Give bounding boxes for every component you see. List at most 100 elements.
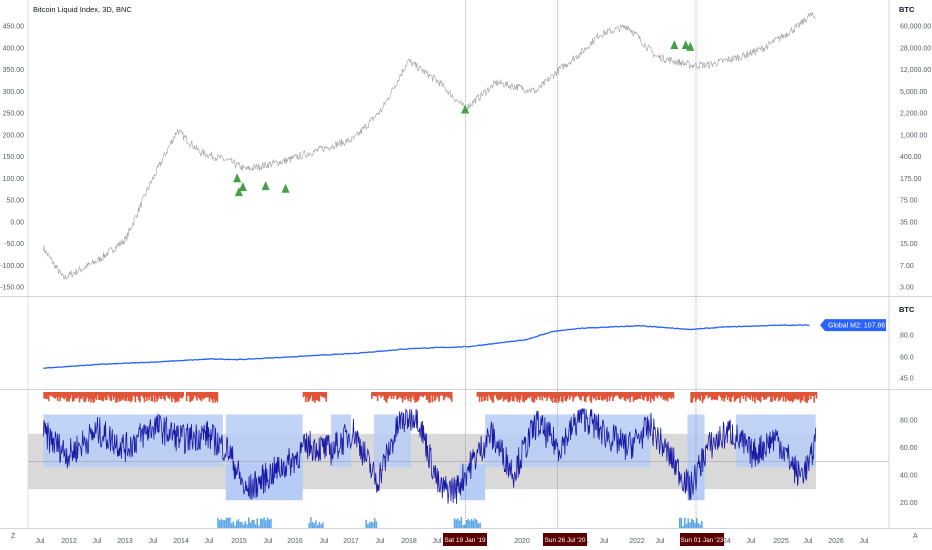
trend-strip-bar xyxy=(775,392,778,399)
trend-strip-bar xyxy=(782,392,785,402)
right-price-axis[interactable]: 60,000.00 28,000.00 12,000.00 5,000.00 2,200… xyxy=(900,24,931,292)
volume-bar xyxy=(244,521,247,528)
trend-strip-bar xyxy=(557,392,560,403)
trend-strip-bar xyxy=(126,392,129,398)
trend-strip-bar xyxy=(393,392,396,397)
trend-strip-bar xyxy=(666,392,669,402)
trend-strip-bar xyxy=(637,392,639,400)
date-highlight-label: Sat 19 Jan '19 xyxy=(444,537,486,544)
trend-strip-bar xyxy=(539,392,541,401)
trend-strip-bar xyxy=(87,392,90,402)
volume-bar xyxy=(455,519,457,528)
trend-strip-bar xyxy=(534,392,537,399)
trend-strip-bar xyxy=(519,392,522,400)
trend-strip-bar xyxy=(320,392,323,397)
trend-strip-bar xyxy=(414,392,417,403)
trend-strip-bar xyxy=(582,392,585,397)
volume-bar xyxy=(311,521,314,528)
volume-bar xyxy=(237,519,240,528)
trend-strip-bar xyxy=(568,392,571,400)
trend-strip-bar xyxy=(691,392,694,403)
trend-strip-bar xyxy=(395,392,397,396)
trend-strip-bar xyxy=(581,392,584,397)
volume-bar xyxy=(322,522,324,528)
trend-strip-bar xyxy=(124,392,126,401)
trend-strip-bar xyxy=(733,392,736,402)
trend-strip-bar xyxy=(171,392,173,402)
trend-strip-bar xyxy=(719,392,722,398)
trend-strip-bar xyxy=(445,392,447,396)
trend-strip-bar xyxy=(565,392,568,402)
trend-strip-bar xyxy=(753,392,755,398)
trend-strip-bar xyxy=(630,392,633,397)
trend-strip-bar xyxy=(621,392,623,398)
time-tick-label: Jul xyxy=(320,538,329,545)
trend-strip-bar xyxy=(155,392,157,397)
trend-strip-bar xyxy=(423,392,426,396)
volume-bar xyxy=(372,522,374,528)
timezone-corner[interactable]: Z xyxy=(11,533,16,540)
trend-strip-bar xyxy=(316,392,318,400)
trend-strip-bar xyxy=(665,392,668,400)
trend-strip-bar xyxy=(541,392,544,401)
trend-strip-bar xyxy=(152,392,155,396)
trend-strip-bar xyxy=(59,392,61,402)
time-axis[interactable]: Jul 2012 Jul 2013 Jul 2014 Jul 2015 Jul 2016 Jul 20… xyxy=(36,533,869,546)
left-tick-label: -100.00 xyxy=(0,263,24,270)
trend-strip-bar xyxy=(737,392,739,399)
trend-strip-bar xyxy=(599,392,602,397)
trend-strip-bar xyxy=(639,392,642,400)
auto-scale-button[interactable]: A xyxy=(913,533,918,540)
trend-strip-bar xyxy=(444,392,446,399)
left-tick-label: -50.00 xyxy=(4,241,24,248)
m2-line xyxy=(43,324,810,370)
trend-strip-bar xyxy=(759,392,762,403)
trend-strip-bar xyxy=(79,392,82,399)
buy-signal-marker xyxy=(281,183,290,193)
left-price-axis[interactable]: 450.00 400.00 350.00 300.00 250.00 200.00 150.… xyxy=(0,24,24,292)
trend-strip-bar xyxy=(206,392,208,398)
trend-strip-bar xyxy=(193,392,196,396)
trend-strip-bar xyxy=(597,392,599,400)
trend-strip-bar xyxy=(145,392,148,401)
trend-strip-bar xyxy=(508,392,511,403)
trend-strip-bar xyxy=(315,392,317,401)
trend-strip-bar xyxy=(607,392,610,397)
oscillator-axis[interactable]: 80.00 60.00 40.00 20.00 xyxy=(900,418,918,508)
trend-strip-bar xyxy=(131,392,133,401)
trend-strip-bar xyxy=(502,392,505,402)
volume-bar xyxy=(689,522,691,528)
trend-strip-bar xyxy=(75,392,77,399)
volume-bar xyxy=(249,522,252,528)
trend-strip-bar xyxy=(800,392,803,401)
trend-strip-bar xyxy=(91,392,93,400)
trend-strip-bar xyxy=(432,392,435,396)
oscillator-tick-label: 20.00 xyxy=(900,500,918,507)
trend-strip-bar xyxy=(51,392,53,396)
oscillator-tick-label: 80.00 xyxy=(900,418,918,425)
volume-bar xyxy=(479,522,481,528)
trend-strip-bar xyxy=(104,392,107,400)
trend-strip-bar xyxy=(617,392,620,398)
trend-strip-bar xyxy=(214,392,216,403)
trend-strip-bar xyxy=(436,392,438,396)
trend-strip-bar xyxy=(441,392,444,396)
trend-strip-bar xyxy=(168,392,171,400)
trend-strip-bar xyxy=(477,392,480,397)
trend-strip-bar xyxy=(84,392,86,403)
trend-strip-bar xyxy=(632,392,635,402)
trend-strip-bar xyxy=(71,392,74,402)
trend-strip-bar xyxy=(578,392,580,397)
trend-strip-bar xyxy=(485,392,488,397)
trend-strip-bar xyxy=(573,392,576,399)
m2-axis[interactable]: 80.0 60.0 45.0 xyxy=(900,333,914,383)
trend-strip-bar xyxy=(425,392,428,401)
trend-strip-bar xyxy=(372,392,374,396)
left-tick-label: 50.00 xyxy=(6,198,24,205)
trend-strip-bar xyxy=(63,392,66,400)
trend-strip-bar xyxy=(596,392,598,397)
left-tick-label: -150.00 xyxy=(0,285,24,292)
trend-strip-bar xyxy=(808,392,811,396)
trend-strip-bar xyxy=(645,392,647,397)
